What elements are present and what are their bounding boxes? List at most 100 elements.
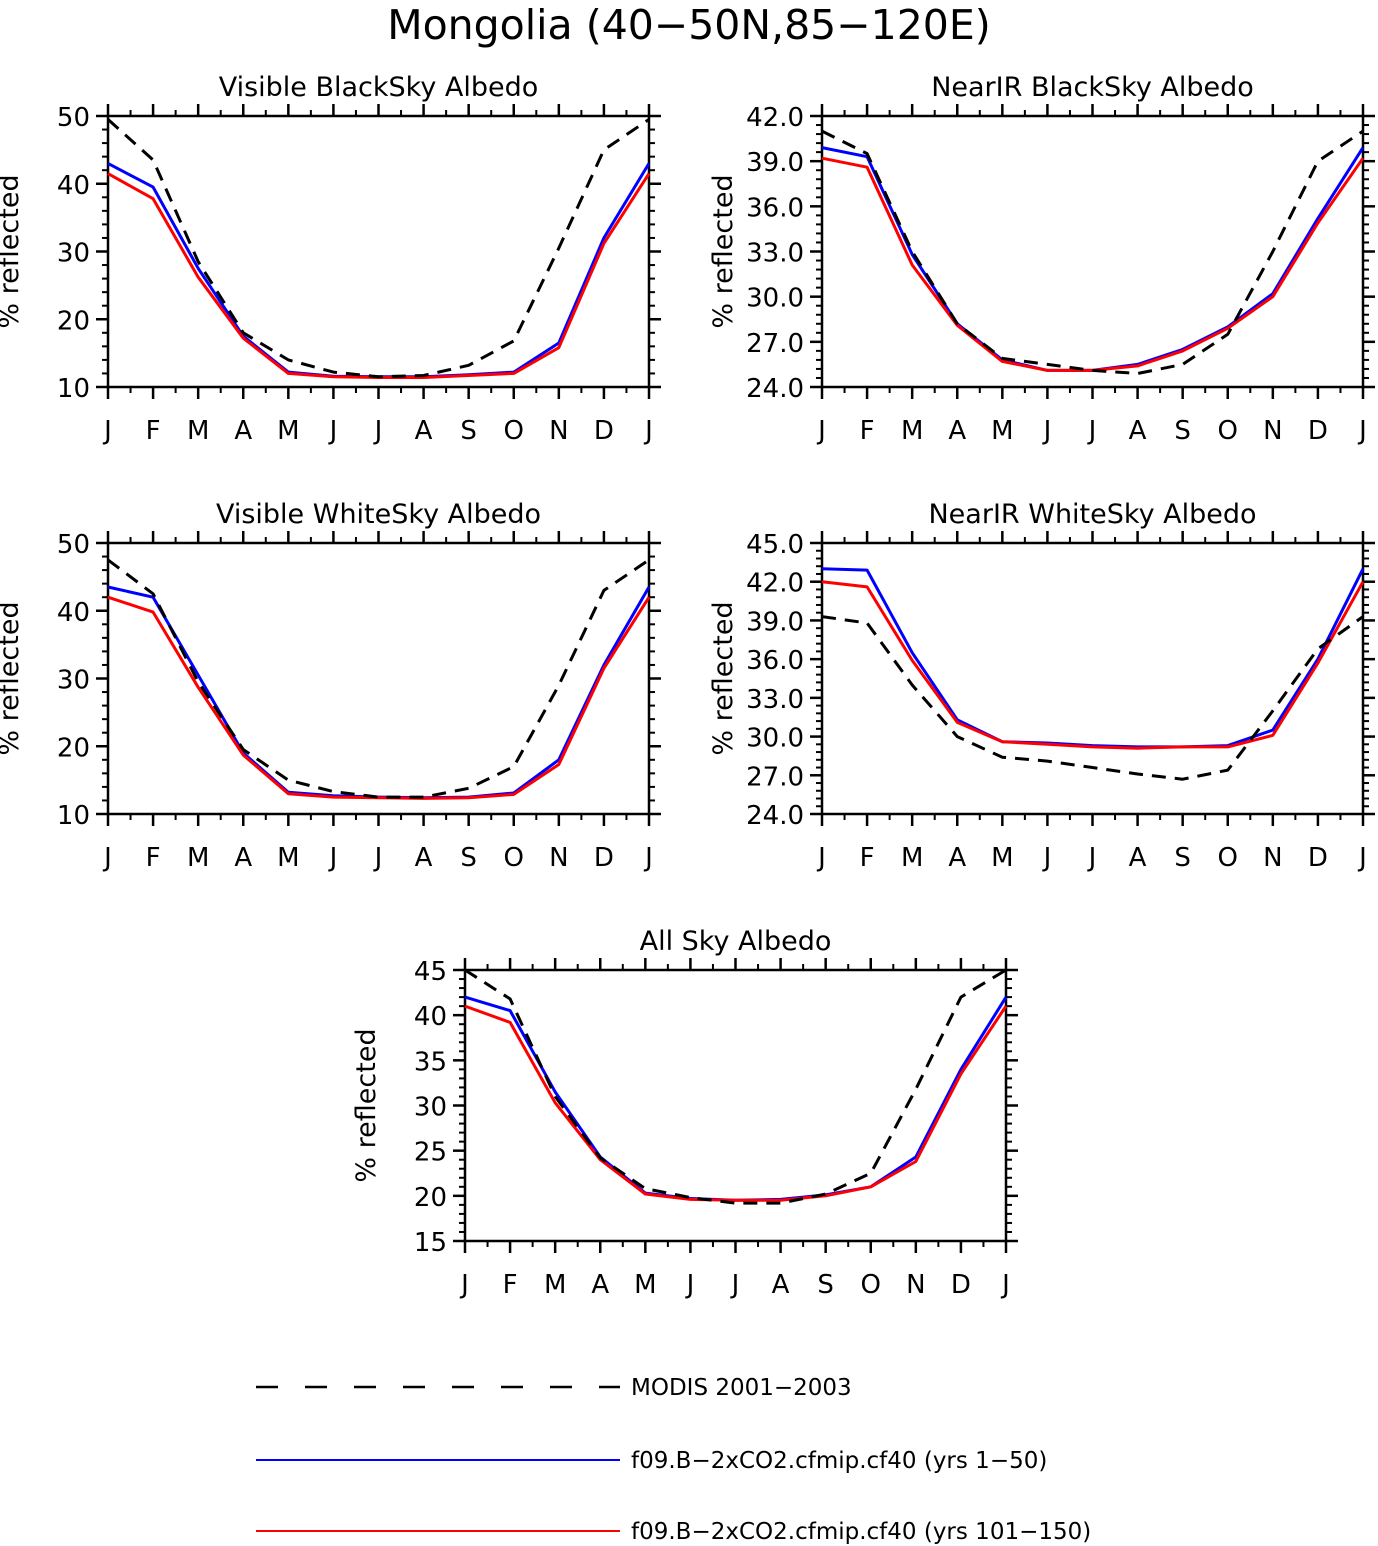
y-tick-label: 40 xyxy=(57,171,90,201)
series-line xyxy=(464,968,1007,1205)
series-line xyxy=(107,162,651,379)
y-axis-label: % reflected xyxy=(708,601,739,755)
x-tick-label: M xyxy=(901,843,923,873)
x-tick-label: M xyxy=(991,843,1013,873)
x-tick-label: J xyxy=(373,843,383,873)
x-tick-label: F xyxy=(860,843,875,873)
x-tick-label: O xyxy=(504,843,524,873)
series-line xyxy=(464,1004,1008,1202)
x-tick-label: D xyxy=(594,843,614,873)
x-tick-label: J xyxy=(373,416,383,446)
x-tick-label: J xyxy=(1357,416,1367,446)
y-tick-label: 27.0 xyxy=(746,762,804,792)
y-tick-label: 20 xyxy=(414,1183,447,1213)
y-tick-label: 30 xyxy=(414,1093,447,1123)
x-tick-label: N xyxy=(906,1270,925,1300)
y-tick-label: 35 xyxy=(414,1047,447,1077)
y-tick-label: 40 xyxy=(414,1002,447,1032)
series-line xyxy=(821,615,1364,781)
x-tick-label: A xyxy=(415,416,433,446)
series-line xyxy=(821,156,1365,372)
x-tick-label: J xyxy=(643,416,653,446)
panel-title: NearIR WhiteSky Albedo xyxy=(928,499,1256,530)
y-tick-label: 42.0 xyxy=(746,569,804,599)
y-axis-label: % reflected xyxy=(351,1028,382,1182)
x-tick-label: M xyxy=(634,1270,656,1300)
y-tick-label: 20 xyxy=(57,733,90,763)
y-axis-label: % reflected xyxy=(0,601,25,755)
legend: MODIS 2001−2003 f09.B−2xCO2.cfmip.cf40 (y… xyxy=(256,1375,1091,1545)
x-tick-label: M xyxy=(187,416,209,446)
x-tick-label: F xyxy=(146,416,161,446)
x-tick-label: A xyxy=(591,1270,609,1300)
series-line xyxy=(821,580,1365,750)
y-tick-label: 10 xyxy=(57,801,90,831)
x-tick-label: A xyxy=(772,1270,790,1300)
series-line xyxy=(106,118,650,379)
x-tick-label: J xyxy=(1087,843,1097,873)
x-tick-label: F xyxy=(860,416,875,446)
figure-title: Mongolia (40−50N,85−120E) xyxy=(387,1,991,49)
series-line xyxy=(107,595,651,800)
series-line xyxy=(107,172,651,379)
x-tick-label: M xyxy=(901,416,923,446)
y-tick-label: 50 xyxy=(57,530,90,560)
x-tick-label: F xyxy=(146,843,161,873)
x-tick-label: A xyxy=(1129,416,1147,446)
y-tick-label: 45 xyxy=(414,957,447,987)
y-tick-label: 36.0 xyxy=(746,646,804,676)
series-line xyxy=(821,146,1365,372)
x-tick-label: J xyxy=(685,1270,695,1300)
x-tick-label: O xyxy=(861,1270,881,1300)
x-tick-label: D xyxy=(1308,843,1328,873)
x-tick-label: A xyxy=(234,843,252,873)
y-tick-label: 45.0 xyxy=(746,530,804,560)
y-tick-label: 30 xyxy=(57,666,90,696)
y-tick-label: 33.0 xyxy=(746,685,804,715)
y-tick-label: 50 xyxy=(57,103,90,133)
x-tick-label: S xyxy=(460,843,477,873)
y-tick-label: 27.0 xyxy=(746,329,804,359)
plot-frame xyxy=(106,541,651,816)
panel-title: Visible WhiteSky Albedo xyxy=(216,499,541,530)
y-axis-label: % reflected xyxy=(708,174,739,328)
panel-title: NearIR BlackSky Albedo xyxy=(931,72,1254,103)
y-tick-label: 42.0 xyxy=(746,103,804,133)
x-tick-label: J xyxy=(328,843,338,873)
y-tick-label: 30 xyxy=(57,239,90,269)
legend-label: f09.B−2xCO2.cfmip.cf40 (yrs 1−50) xyxy=(631,1448,1047,1474)
x-tick-label: J xyxy=(1042,416,1052,446)
y-tick-label: 10 xyxy=(57,374,90,404)
x-tick-label: J xyxy=(102,843,112,873)
x-tick-label: N xyxy=(1263,416,1282,446)
x-tick-label: J xyxy=(730,1270,740,1300)
panel-title: Visible BlackSky Albedo xyxy=(219,72,539,103)
x-tick-label: J xyxy=(816,843,826,873)
series-line xyxy=(107,558,650,799)
x-tick-label: D xyxy=(951,1270,971,1300)
x-tick-label: O xyxy=(504,416,524,446)
y-tick-label: 25 xyxy=(414,1138,447,1168)
y-axis-label: % reflected xyxy=(0,174,25,328)
x-tick-label: J xyxy=(1000,1270,1010,1300)
y-tick-label: 30.0 xyxy=(746,284,804,314)
x-tick-label: A xyxy=(948,843,966,873)
x-tick-label: S xyxy=(1174,416,1191,446)
x-tick-label: A xyxy=(415,843,433,873)
x-tick-label: J xyxy=(1087,416,1097,446)
y-tick-label: 39.0 xyxy=(746,607,804,637)
x-tick-label: O xyxy=(1218,843,1238,873)
x-tick-label: J xyxy=(1357,843,1367,873)
x-tick-label: O xyxy=(1218,416,1238,446)
x-tick-label: M xyxy=(187,843,209,873)
series-line xyxy=(464,995,1008,1202)
y-tick-label: 30.0 xyxy=(746,724,804,754)
x-tick-label: J xyxy=(102,416,112,446)
legend-label: MODIS 2001−2003 xyxy=(631,1375,852,1401)
